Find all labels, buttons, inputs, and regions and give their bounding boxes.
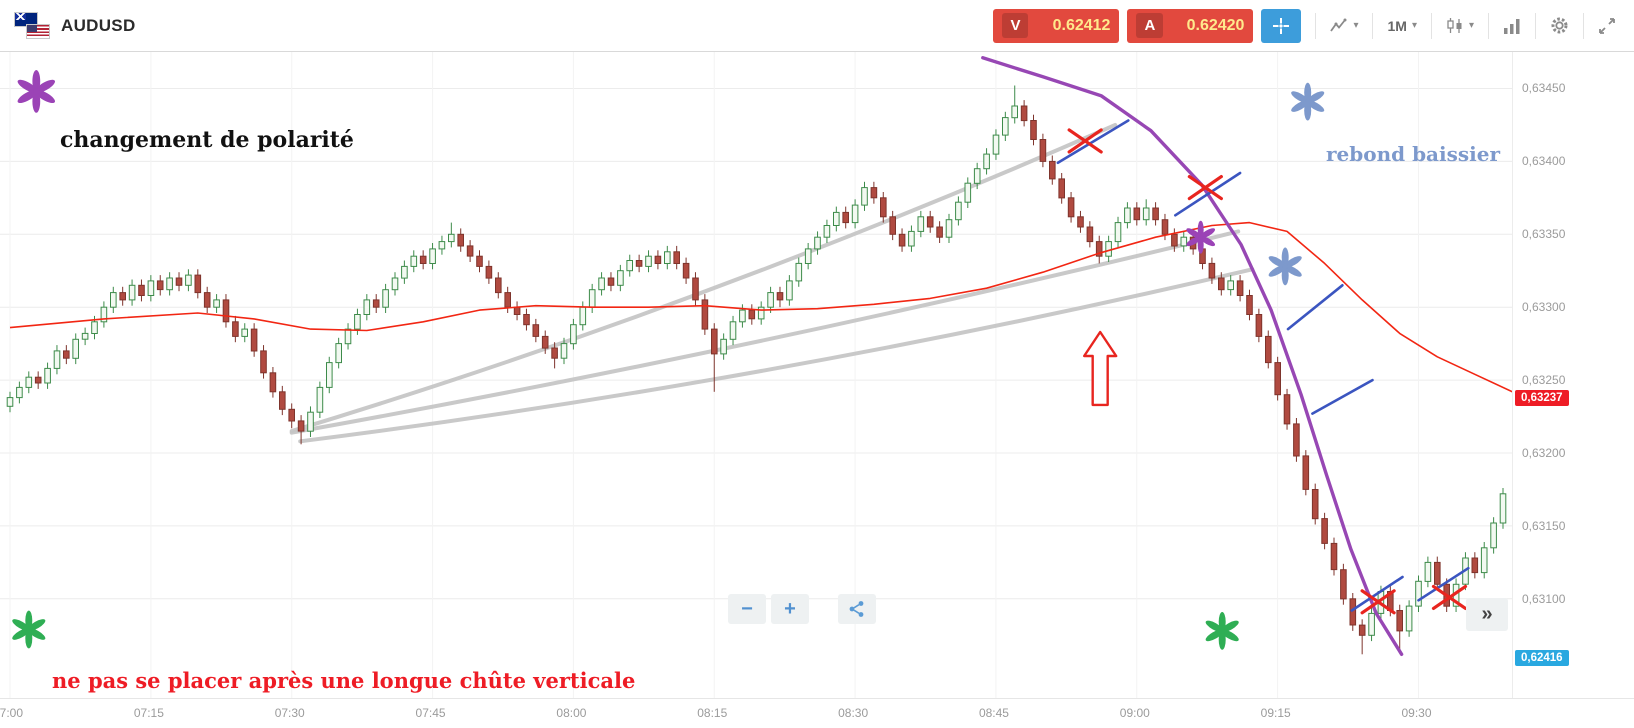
candles-layer — [6, 85, 1507, 655]
sell-button[interactable]: V 0.62412 — [993, 8, 1120, 43]
chart-canvas[interactable] — [0, 52, 1512, 698]
instrument-name: AUDUSD — [61, 15, 136, 35]
x-mark-drawings[interactable] — [1067, 128, 1468, 615]
rebond-asterisk-icon[interactable] — [1290, 82, 1326, 121]
polarity-asterisk-icon[interactable] — [16, 70, 57, 113]
zoom-out-button[interactable]: − — [728, 594, 766, 624]
crosshair-button[interactable] — [1261, 8, 1302, 43]
time-tick-label: 07:45 — [415, 706, 446, 720]
timeframe-label: 1M — [1387, 17, 1407, 34]
bounce-trendlines[interactable] — [1056, 119, 1470, 612]
candlestick-icon — [1447, 18, 1462, 33]
timeframe-dropdown[interactable]: 1M ▾ — [1387, 18, 1416, 34]
time-tick-label: 09:00 — [1119, 706, 1150, 720]
chart-type-dropdown[interactable]: ▾ — [1330, 18, 1358, 34]
share-button[interactable] — [838, 594, 876, 624]
ma-price-badge: 0,63237 — [1515, 390, 1569, 407]
us-flag-icon — [26, 24, 50, 39]
price-tick-label: 0,63300 — [1522, 300, 1566, 315]
buy-price: 0.62420 — [1186, 16, 1245, 34]
crosshair-icon — [1273, 17, 1290, 34]
line-chart-icon — [1330, 18, 1347, 32]
price-tick-label: 0,63350 — [1522, 227, 1566, 242]
price-tick-label: 0,63250 — [1522, 373, 1566, 388]
toolbar: AUDUSD V 0.62412 A 0.62420 ▾ 1M ▾ — [0, 0, 1634, 52]
chevron-down-icon: ▾ — [1353, 20, 1359, 31]
toolbar-divider — [1315, 12, 1317, 39]
collapse-button[interactable] — [1598, 17, 1616, 35]
chart-purple-asterisk[interactable] — [1185, 220, 1216, 254]
chart-blue-asterisk[interactable] — [1267, 247, 1303, 286]
toolbar-divider — [1535, 12, 1536, 39]
price-tick-label: 0,63150 — [1522, 518, 1566, 533]
price-tick-label: 0,63100 — [1522, 591, 1566, 606]
zoom-in-button[interactable]: + — [771, 594, 809, 624]
time-tick-label: 08:15 — [697, 706, 728, 720]
chevron-down-icon: ▾ — [1411, 20, 1417, 31]
drawing-label-chute[interactable]: ne pas se placer après une longue chûte … — [52, 668, 636, 693]
indicators-button[interactable] — [1503, 18, 1521, 34]
settings-button[interactable] — [1550, 16, 1569, 35]
chart-area[interactable]: changement de polarité rebond baissier n… — [0, 52, 1512, 698]
toolbar-divider — [1583, 12, 1584, 39]
candle-style-dropdown[interactable]: ▾ — [1446, 17, 1474, 34]
gear-icon — [1551, 17, 1568, 34]
time-tick-label: 08:00 — [556, 706, 587, 720]
price-axis[interactable]: 0,63237 0,62416 0,63450 0,63400 0,63350 0,6… — [1512, 52, 1634, 698]
last-price-badge: 0,62416 — [1515, 650, 1569, 666]
bar-chart-icon — [1504, 18, 1520, 34]
time-tick-label: 07:00 — [0, 706, 24, 720]
support-trendlines[interactable] — [289, 122, 1255, 444]
time-tick-label: 09:30 — [1401, 706, 1432, 720]
price-tick-label: 0,63450 — [1522, 81, 1566, 96]
time-tick-label: 07:15 — [133, 706, 164, 720]
time-tick-label: 08:30 — [838, 706, 869, 720]
toolbar-divider — [1430, 12, 1432, 39]
expand-button[interactable]: » — [1466, 598, 1508, 631]
up-arrow-drawing[interactable] — [1082, 330, 1118, 407]
price-tick-label: 0,63200 — [1522, 446, 1566, 461]
audusd-flags-icon — [14, 12, 50, 39]
time-axis[interactable]: 07:00 07:15 07:30 07:45 08:00 08:15 08:30 08:45… — [0, 698, 1634, 728]
toolbar-divider — [1372, 12, 1374, 39]
chevron-down-icon: ▾ — [1468, 20, 1474, 31]
toolbar-divider — [1488, 12, 1489, 39]
chart-green-asterisk[interactable] — [1204, 612, 1240, 650]
sell-price: 0.62412 — [1052, 16, 1111, 34]
share-icon — [849, 601, 864, 617]
chute-asterisk-icon[interactable] — [11, 610, 47, 649]
time-tick-label: 09:15 — [1260, 706, 1291, 720]
collapse-icon — [1599, 17, 1615, 34]
moving-average-line — [9, 221, 1512, 393]
polarity-curve-drawing[interactable] — [981, 56, 1404, 656]
drawing-label-rebond[interactable]: rebond baissier — [1326, 142, 1500, 166]
instrument-selector[interactable]: AUDUSD — [14, 12, 136, 39]
time-tick-label: 07:30 — [274, 706, 305, 720]
sell-side-label: V — [1002, 13, 1029, 38]
time-tick-label: 08:45 — [978, 706, 1009, 720]
asterisk-drawings[interactable] — [11, 70, 1326, 650]
price-tick-label: 0,63400 — [1522, 154, 1566, 169]
buy-button[interactable]: A 0.62420 — [1127, 8, 1254, 43]
drawing-label-polarity[interactable]: changement de polarité — [60, 127, 354, 153]
buy-side-label: A — [1136, 13, 1164, 38]
grid-lines — [0, 52, 1512, 698]
